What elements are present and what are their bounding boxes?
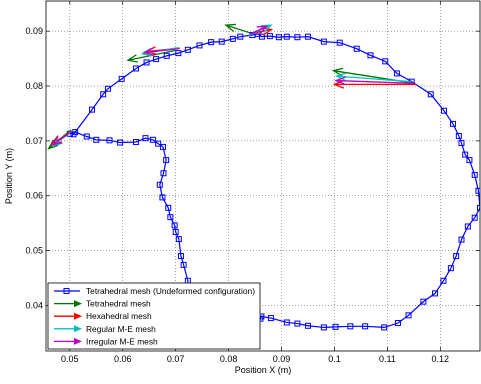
- legend-label: Tetrahedral mesh: [86, 299, 151, 309]
- x-axis-label: Position X (m): [235, 365, 292, 375]
- x-tick-label: 0.09: [273, 354, 291, 364]
- y-tick-label: 0.09: [25, 26, 43, 36]
- y-tick-label: 0.05: [25, 246, 43, 256]
- x-tick-label: 0.08: [220, 354, 238, 364]
- y-tick-label: 0.06: [25, 191, 43, 201]
- x-tick-label: 0.1: [328, 354, 341, 364]
- y-tick-label: 0.08: [25, 81, 43, 91]
- legend-label: Regular M-E mesh: [86, 324, 156, 334]
- legend-label: Tetrahedral mesh (Undeformed configurati…: [86, 286, 255, 296]
- x-tick-label: 0.05: [61, 354, 79, 364]
- y-tick-label: 0.04: [25, 300, 43, 310]
- x-tick-label: 0.07: [167, 354, 185, 364]
- y-axis-label: Position Y (m): [4, 148, 14, 204]
- x-tick-label: 0.06: [114, 354, 132, 364]
- x-tick-label: 0.11: [379, 354, 396, 364]
- y-tick-label: 0.07: [25, 136, 43, 146]
- legend-label: Hexahedral mesh: [86, 311, 152, 321]
- legend: Tetrahedral mesh (Undeformed configurati…: [48, 283, 260, 349]
- legend-label: Irregular M-E mesh: [86, 336, 158, 346]
- x-tick-label: 0.12: [432, 354, 450, 364]
